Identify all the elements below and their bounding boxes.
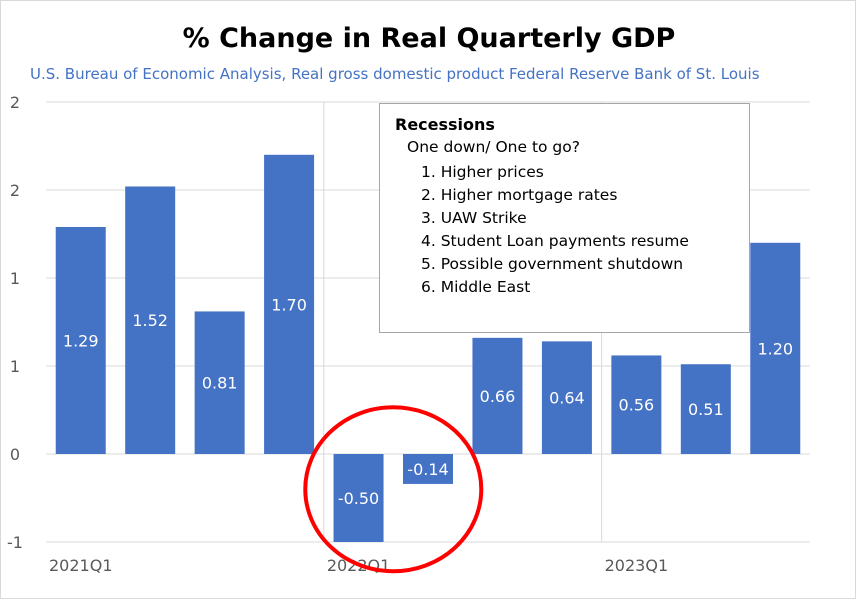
data-label: 0.56 xyxy=(619,396,655,415)
data-label: 0.51 xyxy=(688,400,724,419)
bar-2022Q4 xyxy=(541,341,592,454)
data-label: 0.66 xyxy=(480,387,516,406)
chart-title: % Change in Real Quarterly GDP xyxy=(182,23,676,54)
y-tick-label: 1 xyxy=(10,357,20,376)
y-tick-label: 2 xyxy=(10,93,20,112)
bar-2023Q3 xyxy=(750,242,801,454)
bar-2022Q3 xyxy=(472,337,523,454)
bar-2021Q3 xyxy=(194,311,245,454)
note-item: 2. Higher mortgage rates xyxy=(421,186,618,204)
x-tick-label: 2021Q1 xyxy=(49,556,113,575)
y-tick-label: 0 xyxy=(10,445,20,464)
data-label: 1.52 xyxy=(132,311,168,330)
note-item: 4. Student Loan payments resume xyxy=(421,232,689,250)
chart-subtitle: U.S. Bureau of Economic Analysis, Real g… xyxy=(30,65,760,83)
data-label: 1.70 xyxy=(271,295,307,314)
data-label: 1.29 xyxy=(63,331,99,350)
recessions-note-box: Recessions One down/ One to go? 1. Highe… xyxy=(379,103,750,333)
bar-2021Q4 xyxy=(264,154,315,455)
note-heading: Recessions xyxy=(395,115,495,134)
y-tick-label: 2 xyxy=(10,181,20,200)
note-item: 6. Middle East xyxy=(421,278,531,296)
bar-2022Q1 xyxy=(333,454,384,542)
x-tick-label: 2023Q1 xyxy=(605,556,669,575)
highlight-circle xyxy=(303,405,484,574)
y-tick-label: -1 xyxy=(7,533,23,552)
bar-2023Q1 xyxy=(611,355,662,454)
note-list: 1. Higher prices 2. Higher mortgage rate… xyxy=(421,161,689,299)
data-label: 1.20 xyxy=(757,339,793,358)
note-item: 5. Possible government shutdown xyxy=(421,255,684,273)
note-item: 3. UAW Strike xyxy=(421,209,527,227)
data-label: -0.50 xyxy=(338,489,379,508)
bar-2022Q2 xyxy=(403,454,453,484)
data-label: -0.14 xyxy=(407,460,448,479)
bar-2023Q2 xyxy=(680,364,731,454)
note-item: 1. Higher prices xyxy=(421,163,544,181)
data-label: 0.81 xyxy=(202,374,238,393)
y-tick-label: 1 xyxy=(10,269,20,288)
bar-2021Q2 xyxy=(125,186,176,455)
note-subheading: One down/ One to go? xyxy=(407,138,580,156)
bar-2021Q1 xyxy=(55,226,106,454)
data-label: 0.64 xyxy=(549,389,585,408)
